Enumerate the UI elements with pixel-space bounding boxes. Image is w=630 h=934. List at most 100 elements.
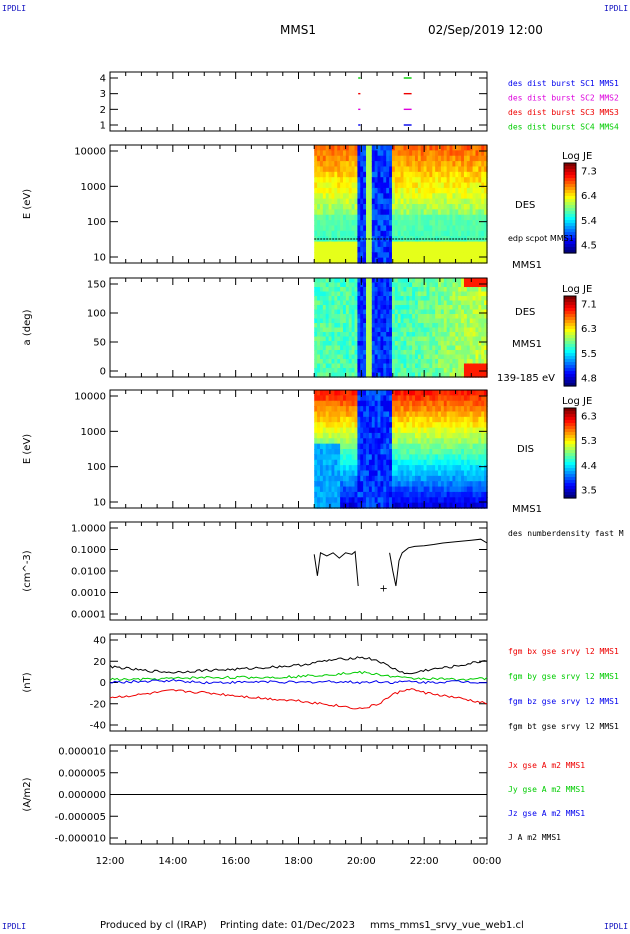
des_energy-cell [455, 225, 459, 232]
des_pitch-cell [380, 368, 385, 374]
des_pitch-cell [429, 323, 433, 329]
dis_energy-cell [443, 475, 448, 482]
des_energy-cell [368, 230, 373, 237]
des_energy-cell [322, 155, 327, 162]
des_energy-cell [394, 187, 399, 194]
dis_energy-cell [481, 475, 485, 482]
dis_energy-cell [417, 438, 422, 445]
des_pitch-cell [334, 278, 338, 284]
des_energy-cell [386, 246, 390, 253]
des_energy-cell [354, 187, 359, 194]
dis_energy-colorbar-cell [564, 453, 576, 457]
dis_energy-cell [455, 432, 459, 439]
des_energy-cell [452, 155, 457, 162]
dis_energy-cell [475, 454, 480, 461]
des_energy-cell [317, 246, 321, 253]
des_pitch-cell [317, 327, 321, 333]
dis_energy-cell [461, 390, 465, 397]
dis_energy-cell [368, 470, 373, 477]
dis_energy-cell [429, 470, 433, 477]
dis_energy-cell [438, 427, 442, 434]
dis_energy-cell [458, 491, 462, 498]
dis_energy-cell [426, 406, 431, 413]
dis_energy-cell [351, 470, 356, 477]
dis_energy-cell [325, 449, 330, 456]
des_energy-cell [455, 150, 459, 157]
des_energy-cell [397, 161, 402, 168]
dis_energy-cell [481, 438, 485, 445]
des_energy-cell [391, 171, 396, 178]
dis_energy-cell [455, 390, 459, 397]
des_pitch-cell [397, 359, 402, 365]
dis_energy-cell [403, 470, 408, 477]
dis_energy-cell [389, 400, 393, 407]
des_pitch-cell [461, 345, 465, 351]
des_energy-cell [472, 166, 477, 173]
dis_energy-cell [343, 406, 347, 413]
des_pitch-cell [412, 318, 416, 324]
des_pitch-cell [438, 318, 442, 324]
des_pitch-cell [417, 309, 422, 315]
des_pitch-cell [394, 345, 399, 351]
des_energy-cell [435, 193, 439, 200]
des_energy-cell [389, 241, 393, 248]
des_energy-cell [340, 193, 344, 200]
des_pitch-cell [426, 336, 431, 342]
dis_energy-cell [386, 422, 390, 429]
dis_energy-cell [409, 481, 413, 488]
dis_energy-cell [472, 486, 477, 493]
des_pitch-cell [394, 291, 399, 297]
dis_energy-cell [386, 400, 390, 407]
des_pitch-cell [484, 305, 488, 311]
des_pitch-cell [403, 341, 408, 347]
des_energy-cell [472, 177, 477, 184]
dis_energy-cell [435, 438, 439, 445]
dis_energy-cell [446, 395, 451, 402]
des_pitch-cell [461, 372, 465, 378]
des_energy-cell [317, 187, 321, 194]
des_energy-colorbar-cell [564, 205, 576, 209]
dis_energy-cell [432, 395, 436, 402]
des_energy-cell [374, 225, 379, 232]
des_pitch-cell [337, 296, 341, 302]
des_pitch-cell [368, 291, 373, 297]
des_pitch-cell [319, 278, 324, 284]
des_energy-cell [331, 230, 336, 237]
dis_energy-cell [391, 416, 396, 423]
des_pitch-cell [357, 372, 361, 378]
dis_energy-cell [412, 475, 416, 482]
dis_energy-cell [357, 470, 361, 477]
des_pitch-cell [475, 305, 480, 311]
dis_energy-cell [452, 406, 457, 413]
dis_energy-cell [452, 443, 457, 450]
des_energy-cell [377, 257, 382, 264]
des_energy-cell [446, 246, 451, 253]
des_pitch-cell [319, 314, 324, 320]
des_energy-cell [337, 187, 341, 194]
des_energy-cell [469, 246, 474, 253]
dis_energy-cell [322, 465, 327, 472]
dis_energy-cell [351, 400, 356, 407]
des_energy-cell [478, 193, 482, 200]
des_pitch-cell [481, 305, 485, 311]
des_pitch-cell [423, 363, 428, 369]
des_energy-cell [466, 204, 471, 211]
des_pitch-cell [429, 278, 433, 284]
des_pitch-cell [423, 368, 428, 374]
des_pitch-ytick-label: 150 [87, 280, 106, 291]
des_pitch-cell [363, 282, 367, 288]
des_energy-cell [325, 193, 330, 200]
dis_energy-cell [475, 491, 480, 498]
dis_energy-cell [314, 443, 318, 450]
des_pitch-cell [366, 323, 370, 329]
des_pitch-cell [368, 282, 373, 288]
dis_energy-cell [420, 502, 425, 509]
des_energy-cell [371, 182, 376, 189]
des_energy-cell [409, 166, 413, 173]
dis_energy-cell [466, 422, 471, 429]
des_pitch-cell [403, 363, 408, 369]
des_energy-cell [438, 161, 442, 168]
des_energy-cell [412, 246, 416, 253]
des_energy-cell [337, 225, 341, 232]
dis_energy-cell [475, 459, 480, 466]
